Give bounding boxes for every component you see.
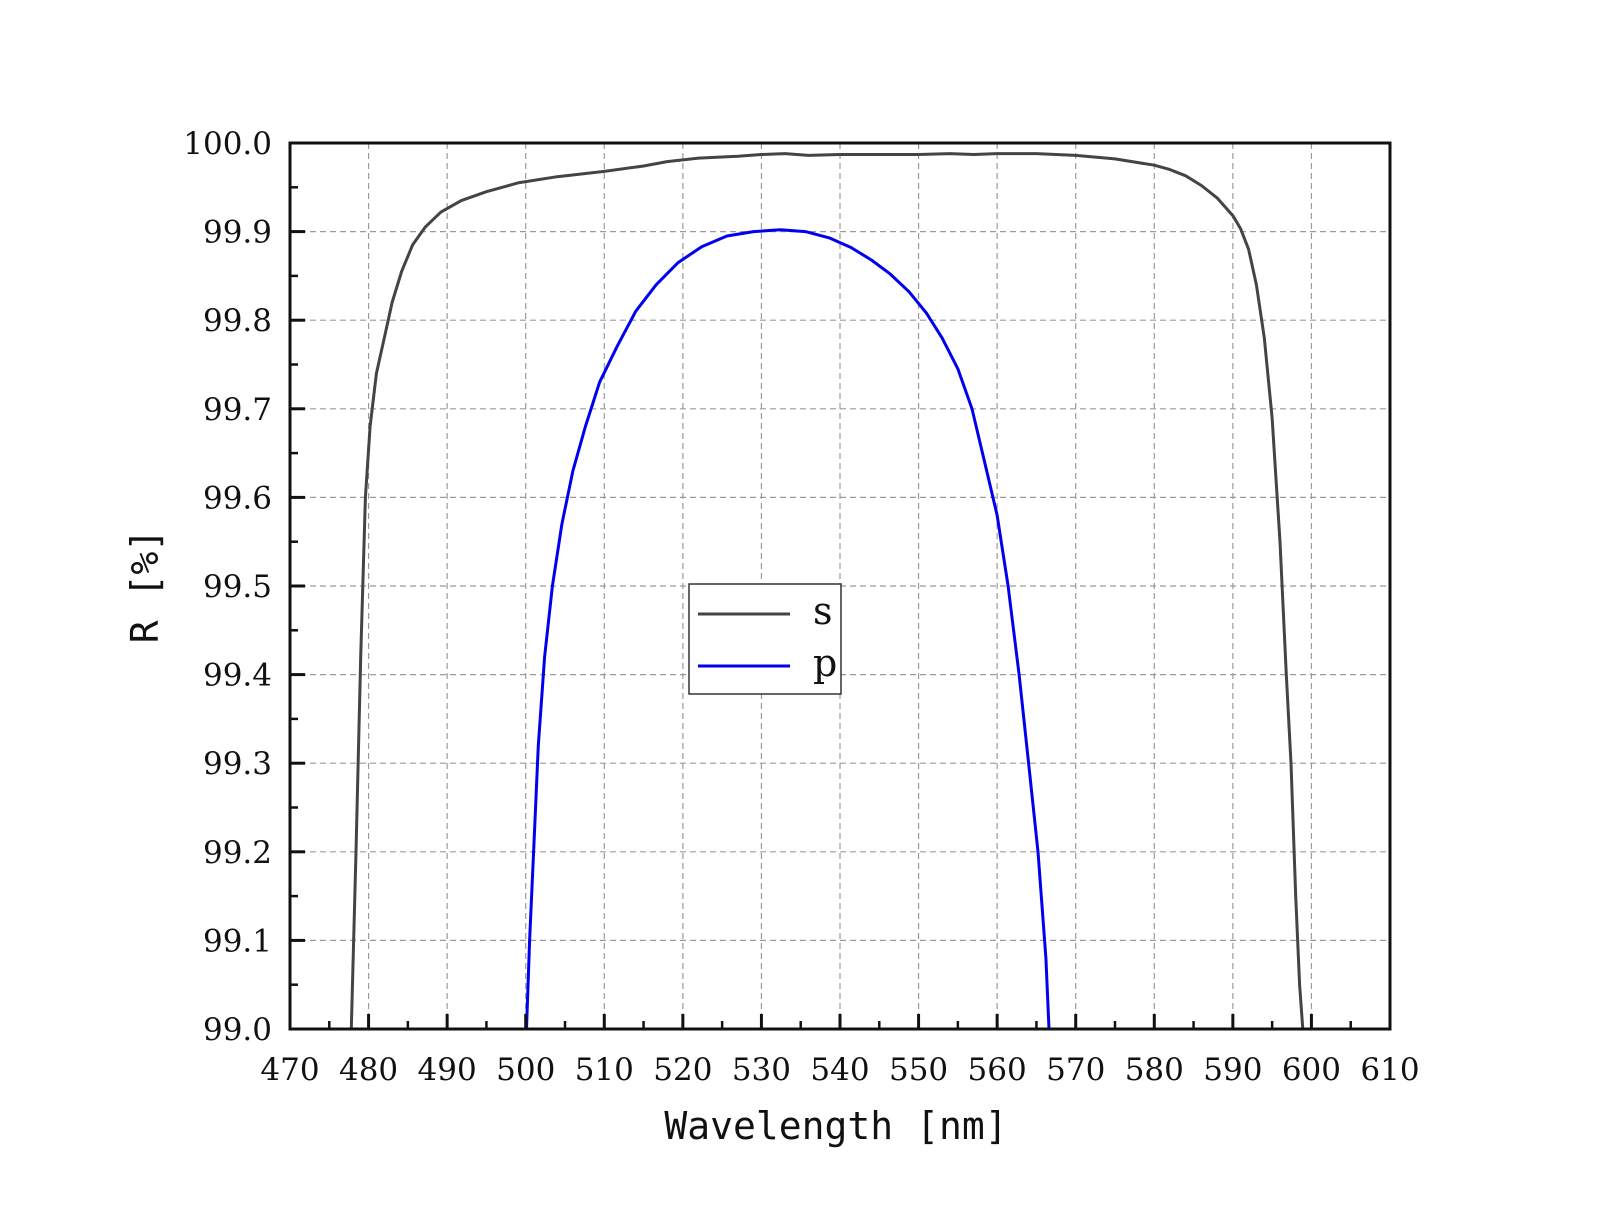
x-axis-title: Wavelength [nm] — [664, 1104, 1007, 1148]
x-tick-label: 490 — [418, 1052, 477, 1088]
y-tick-label: 99.0 — [203, 1012, 272, 1048]
x-tick-label: 530 — [732, 1052, 791, 1088]
x-tick-label: 550 — [889, 1052, 948, 1088]
legend: s p — [688, 583, 842, 695]
series-group — [349, 152, 1305, 1030]
x-tick-label: 590 — [1203, 1052, 1262, 1088]
x-tick-label: 540 — [810, 1052, 869, 1088]
x-tick-label: 500 — [496, 1052, 555, 1088]
y-tick-label: 99.3 — [203, 746, 272, 782]
y-tick-label: 99.7 — [203, 392, 272, 428]
y-tick-label: 99.2 — [203, 835, 272, 871]
y-tick-label: 99.8 — [203, 303, 272, 339]
x-tick-label: 600 — [1282, 1052, 1341, 1088]
series-line-s — [349, 152, 1305, 1030]
y-axis-title: R [%] — [123, 529, 167, 643]
legend-label-p: p — [813, 641, 837, 685]
y-tick-label: 99.6 — [203, 480, 272, 516]
legend-label-s: s — [813, 589, 833, 633]
x-tick-label: 480 — [339, 1052, 398, 1088]
legend-box — [688, 583, 842, 695]
x-tick-label: 470 — [260, 1052, 319, 1088]
x-tick-label: 510 — [575, 1052, 634, 1088]
x-tick-label: 570 — [1046, 1052, 1105, 1088]
series-line-p — [525, 228, 1051, 1030]
x-tick-label: 560 — [968, 1052, 1027, 1088]
y-tick-label: 99.9 — [203, 215, 272, 251]
y-tick-label: 99.4 — [203, 658, 272, 694]
y-tick-label: 99.1 — [203, 923, 272, 959]
x-tick-label: 580 — [1125, 1052, 1184, 1088]
x-tick-label: 520 — [653, 1052, 712, 1088]
tick-labels: 470 480 490 500 510 520 530 540 550 560 570 580 590 6… — [183, 126, 1419, 1088]
y-tick-label: 100.0 — [183, 126, 272, 162]
y-tick-label: 99.5 — [203, 569, 272, 605]
ticks — [288, 141, 1392, 1031]
x-tick-label: 610 — [1360, 1052, 1419, 1088]
